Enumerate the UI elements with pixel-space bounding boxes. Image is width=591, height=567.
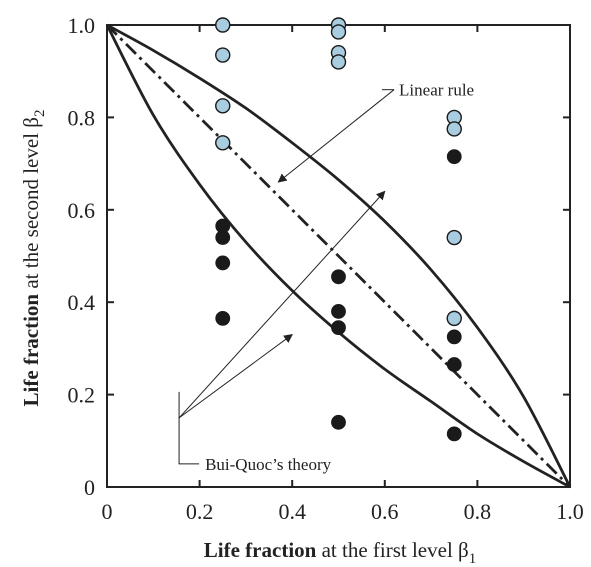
annotation-bui-quoc: Bui-Quoc’s theory: [205, 455, 332, 474]
light-data-point: [330, 54, 347, 70]
light-data-point: [215, 17, 231, 33]
annotation-bracket: [178, 391, 200, 465]
x-axis-label-bold: Life fraction: [204, 538, 317, 562]
x-tick-label: 0.4: [278, 499, 306, 524]
y-tick-label: 1.0: [68, 13, 96, 38]
dark-data-point: [446, 149, 462, 165]
dark-data-point: [446, 426, 462, 442]
light-data-point: [215, 135, 231, 151]
dark-data-point: [215, 230, 231, 245]
y-tick-label: 0.2: [68, 383, 96, 408]
data-points: [215, 17, 462, 442]
y-tick-label: 0.4: [68, 290, 96, 315]
dark-data-point: [331, 414, 346, 430]
dark-data-point: [215, 310, 231, 326]
curve-bui-quoc-lower: [105, 24, 571, 489]
dark-data-point: [446, 357, 462, 372]
dark-data-point: [331, 304, 346, 319]
light-data-point: [215, 47, 231, 63]
x-tick-label: 0.8: [464, 499, 492, 524]
dark-data-point: [331, 269, 346, 285]
dark-data-point: [446, 329, 462, 345]
y-axis-label: Life fraction at the second level β2: [19, 110, 48, 407]
y-axis-label-bold: Life fraction: [19, 294, 43, 407]
x-axis-label-sub: 1: [469, 551, 477, 567]
curve-linear-rule: [106, 24, 571, 488]
x-tick-label: 0.2: [186, 499, 214, 524]
x-axis-label-rest: at the first level β: [316, 538, 468, 562]
x-tick-label: 0.6: [371, 499, 399, 524]
annotations: Linear rule Bui-Quoc’s theory: [178, 81, 474, 474]
y-axis-label-rest: at the second level β: [19, 117, 43, 294]
x-tick-label: 0: [102, 499, 113, 524]
dark-data-point: [331, 320, 346, 336]
tick-labels: 0 0.2 0.4 0.6 0.8 1.0 0 0.2 0.4 0.6 0.8 1.0: [68, 13, 584, 524]
y-tick-label: 0.8: [68, 105, 96, 130]
annotation-arrow: [178, 334, 293, 419]
annotation-arrow: [277, 89, 395, 183]
y-axis-label-sub: 2: [32, 110, 48, 118]
annotation-linear-rule: Linear rule: [399, 81, 474, 100]
light-data-point: [330, 24, 347, 40]
y-tick-label: 0.6: [68, 198, 96, 223]
light-data-point: [215, 98, 231, 114]
light-data-point: [446, 229, 462, 246]
x-axis-label: Life fraction at the first level β1: [204, 538, 476, 567]
x-tick-label: 1.0: [556, 499, 584, 524]
light-data-point: [446, 310, 462, 327]
curve-bui-quoc-upper: [106, 23, 572, 488]
y-tick-label: 0: [84, 475, 95, 500]
curves: [105, 23, 572, 489]
annotation-arrow: [178, 190, 386, 419]
light-data-point: [446, 121, 462, 137]
dark-data-point: [215, 255, 231, 271]
